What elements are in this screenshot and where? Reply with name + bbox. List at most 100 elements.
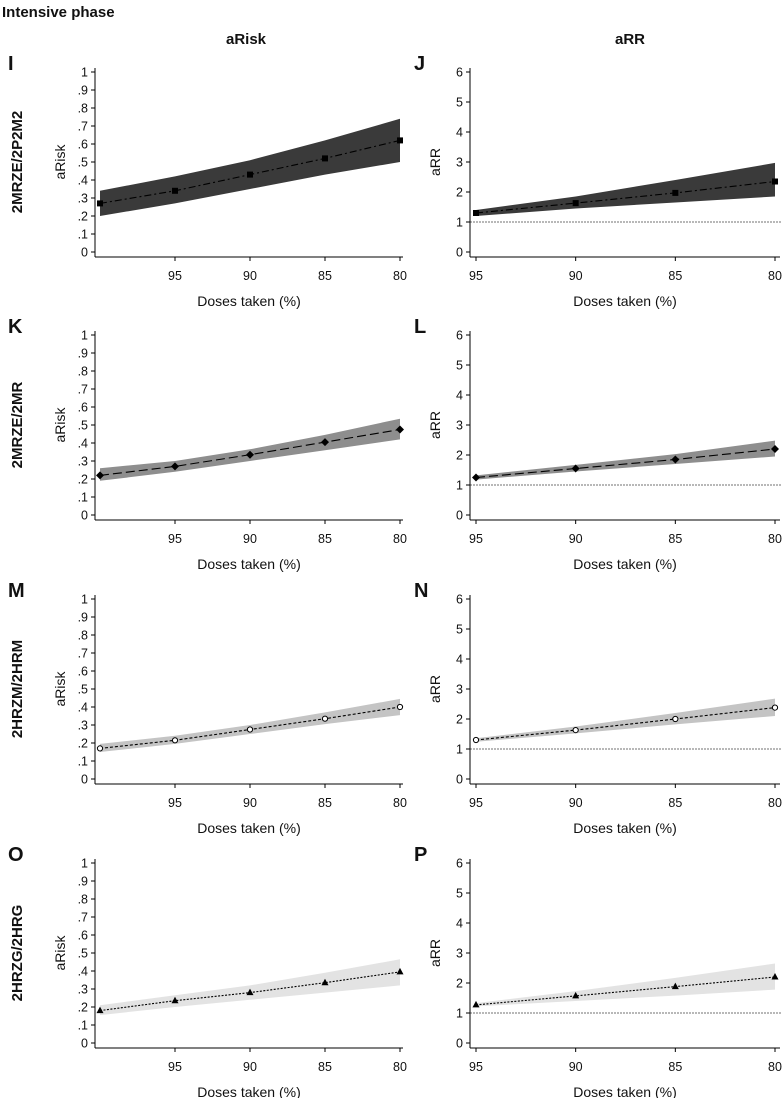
series-line [475, 976, 776, 1006]
y-tick-label: .5 [78, 419, 88, 433]
y-tick-label: 0 [81, 773, 88, 787]
y-tick-label: .2 [78, 210, 88, 224]
y-tick-label: 0 [81, 1037, 88, 1051]
series-line [475, 707, 776, 741]
row-label: 2MRZE/2P2M2 [9, 111, 26, 214]
x-tick-label: 80 [393, 532, 407, 546]
x-tick-label: 80 [768, 532, 782, 546]
column-header-arr: aRR [615, 31, 645, 48]
x-tick-label: 85 [668, 269, 682, 283]
data-point-triangle [572, 991, 580, 999]
data-point-circle [396, 703, 404, 711]
x-axis-label: Doses taken (%) [573, 820, 676, 836]
y-tick-label: .3 [78, 455, 88, 469]
y-tick-label: .2 [78, 473, 88, 487]
y-tick-label: .6 [78, 929, 88, 943]
x-axis-label: Doses taken (%) [197, 293, 300, 309]
data-point-diamond [246, 450, 254, 459]
y-tick-label: 2 [456, 186, 463, 200]
y-tick-label: .6 [78, 138, 88, 152]
panel-letter: M [8, 580, 25, 602]
y-tick-label: .7 [78, 120, 88, 134]
x-tick-label: 90 [243, 269, 257, 283]
x-axis-label: Doses taken (%) [573, 1084, 676, 1098]
y-axis-label: aRisk [52, 407, 68, 443]
x-tick-label: 90 [569, 269, 583, 283]
y-tick-label: .1 [78, 755, 88, 769]
x-tick-label: 95 [469, 269, 483, 283]
data-point-triangle [671, 982, 679, 990]
x-axis-label: Doses taken (%) [197, 556, 300, 572]
y-tick-label: .9 [78, 84, 88, 98]
y-tick-label: 6 [456, 329, 463, 343]
y-tick-label: .1 [78, 228, 88, 242]
x-tick-label: 85 [318, 796, 332, 810]
confidence-band [100, 118, 400, 216]
y-tick-label: 4 [456, 126, 463, 140]
data-point-square [772, 178, 778, 185]
data-point-square [247, 171, 253, 178]
y-axis-label: aRR [427, 675, 443, 703]
data-point-square [672, 189, 679, 196]
x-tick-label: 90 [569, 532, 583, 546]
panel-o: O 0 .1 .2 .3 .4 .5 .6 .7 .8 .9 1 95 90 85 80 aRisk Doses … [8, 844, 407, 1098]
data-point-square [97, 200, 103, 207]
panel-l: L 0 1 2 3 4 5 6 95 90 85 80 aRR Doses taken (%) [414, 316, 782, 572]
y-tick-label: .2 [78, 737, 88, 751]
y-tick-label: 6 [456, 593, 463, 607]
data-point-square [397, 137, 403, 144]
panel-i: I 0 .1 .2 .3 .4 .5 .6 .7 .8 .9 1 95 90 85 80 aRisk Doses … [8, 53, 407, 309]
x-tick-label: 80 [393, 1060, 407, 1074]
y-tick-label: 5 [456, 887, 463, 901]
y-tick-label: .8 [78, 102, 88, 116]
y-tick-label: .9 [78, 875, 88, 889]
y-tick-label: 5 [456, 96, 463, 110]
x-axis-label: Doses taken (%) [197, 820, 300, 836]
y-tick-label: 2 [456, 449, 463, 463]
y-tick-label: .2 [78, 1001, 88, 1015]
confidence-band [476, 698, 775, 742]
y-tick-label: 3 [456, 947, 463, 961]
y-tick-label: .8 [78, 629, 88, 643]
data-point-circle [472, 736, 480, 744]
y-tick-label: .7 [78, 647, 88, 661]
y-tick-label: 1 [81, 857, 88, 871]
x-axis-label: Doses taken (%) [573, 293, 676, 309]
y-tick-label: 0 [81, 509, 88, 523]
y-tick-label: .7 [78, 383, 88, 397]
data-point-square [572, 200, 579, 207]
data-point-triangle [771, 973, 779, 980]
y-tick-label: 1 [81, 66, 88, 80]
data-point-circle [672, 715, 679, 723]
y-tick-label: 3 [456, 156, 463, 170]
data-point-triangle [246, 988, 254, 996]
row-label: 2MRZE/2MR [9, 382, 26, 469]
y-tick-label: 3 [456, 683, 463, 697]
column-header-arisk: aRisk [226, 31, 267, 48]
y-tick-label: 1 [456, 1007, 463, 1021]
panel-p: P 0 1 2 3 4 5 6 95 90 85 80 aRR Doses taken (%) [414, 844, 782, 1098]
x-tick-label: 85 [318, 1060, 332, 1074]
y-tick-label: .1 [78, 1019, 88, 1033]
panel-letter: I [8, 53, 14, 75]
data-point-diamond [96, 471, 104, 480]
x-tick-label: 95 [469, 532, 483, 546]
panel-letter: J [414, 53, 425, 75]
y-tick-label: .8 [78, 365, 88, 379]
x-axis-label: Doses taken (%) [573, 556, 676, 572]
x-tick-label: 95 [168, 532, 182, 546]
data-point-diamond [396, 425, 404, 434]
y-tick-label: .9 [78, 347, 88, 361]
x-tick-label: 90 [243, 1060, 257, 1074]
data-point-diamond [671, 455, 680, 464]
data-point-circle [771, 704, 779, 711]
y-tick-label: .5 [78, 156, 88, 170]
y-tick-label: 4 [456, 389, 463, 403]
y-tick-label: 4 [456, 653, 463, 667]
y-tick-label: 5 [456, 623, 463, 637]
y-tick-label: 6 [456, 66, 463, 80]
y-tick-label: .6 [78, 401, 88, 415]
y-tick-label: .1 [78, 491, 88, 505]
panel-letter: L [414, 316, 426, 338]
confidence-band [476, 162, 775, 216]
